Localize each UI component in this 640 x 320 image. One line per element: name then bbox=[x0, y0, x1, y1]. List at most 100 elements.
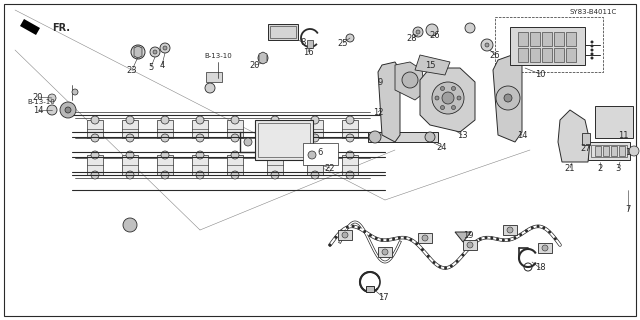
Circle shape bbox=[542, 245, 548, 251]
Bar bbox=[157, 155, 173, 175]
Circle shape bbox=[126, 116, 134, 124]
Bar bbox=[518, 48, 528, 62]
Bar bbox=[307, 120, 323, 138]
Circle shape bbox=[481, 39, 493, 51]
Polygon shape bbox=[395, 62, 425, 100]
Circle shape bbox=[47, 105, 57, 115]
Circle shape bbox=[342, 232, 348, 238]
Circle shape bbox=[422, 235, 428, 241]
Circle shape bbox=[357, 227, 360, 230]
Text: 14: 14 bbox=[33, 106, 44, 115]
Circle shape bbox=[416, 30, 420, 34]
Circle shape bbox=[161, 171, 169, 179]
Bar bbox=[303, 143, 338, 165]
Bar bbox=[510, 27, 585, 65]
Circle shape bbox=[467, 242, 473, 248]
Bar bbox=[255, 120, 313, 160]
Bar bbox=[554, 32, 564, 46]
Bar bbox=[270, 26, 296, 38]
Circle shape bbox=[65, 107, 71, 113]
Circle shape bbox=[461, 253, 465, 257]
Circle shape bbox=[432, 82, 464, 114]
Circle shape bbox=[150, 47, 160, 57]
Bar bbox=[307, 155, 323, 175]
Text: 9: 9 bbox=[378, 77, 383, 86]
Circle shape bbox=[542, 226, 545, 229]
Text: 7: 7 bbox=[625, 205, 630, 214]
Circle shape bbox=[479, 237, 482, 241]
Circle shape bbox=[444, 267, 447, 269]
Circle shape bbox=[381, 238, 383, 242]
Circle shape bbox=[467, 247, 470, 250]
Circle shape bbox=[513, 236, 516, 239]
Text: 20: 20 bbox=[33, 92, 44, 101]
Bar bbox=[611, 146, 617, 156]
Circle shape bbox=[123, 218, 137, 232]
Circle shape bbox=[369, 234, 372, 237]
Polygon shape bbox=[134, 46, 142, 58]
Circle shape bbox=[591, 49, 593, 52]
Text: 12: 12 bbox=[372, 108, 383, 116]
Circle shape bbox=[48, 94, 56, 102]
Text: 27: 27 bbox=[580, 143, 591, 153]
Circle shape bbox=[346, 171, 354, 179]
Text: 1: 1 bbox=[625, 148, 630, 156]
Circle shape bbox=[375, 237, 378, 240]
Bar bbox=[122, 155, 138, 175]
Bar bbox=[619, 146, 625, 156]
Circle shape bbox=[126, 134, 134, 142]
Bar bbox=[603, 146, 609, 156]
Polygon shape bbox=[415, 55, 450, 75]
Text: 13: 13 bbox=[457, 131, 467, 140]
Circle shape bbox=[205, 83, 215, 93]
Circle shape bbox=[231, 134, 239, 142]
Text: 15: 15 bbox=[425, 60, 435, 69]
Circle shape bbox=[231, 116, 239, 124]
Circle shape bbox=[507, 227, 513, 233]
Text: 14: 14 bbox=[516, 131, 527, 140]
Bar bbox=[87, 155, 103, 175]
Circle shape bbox=[591, 44, 593, 47]
Circle shape bbox=[308, 151, 316, 159]
Circle shape bbox=[60, 102, 76, 118]
Circle shape bbox=[91, 151, 99, 159]
Polygon shape bbox=[420, 68, 475, 132]
Bar bbox=[338, 230, 352, 240]
Bar bbox=[418, 233, 432, 243]
Bar bbox=[368, 132, 438, 142]
Circle shape bbox=[433, 261, 436, 264]
Text: FR.: FR. bbox=[52, 23, 70, 33]
Bar bbox=[538, 243, 552, 253]
Text: B-13-10: B-13-10 bbox=[28, 99, 55, 105]
Bar bbox=[267, 120, 283, 138]
Circle shape bbox=[328, 244, 332, 246]
Circle shape bbox=[351, 225, 355, 228]
Circle shape bbox=[244, 138, 252, 146]
Circle shape bbox=[161, 151, 169, 159]
Circle shape bbox=[311, 151, 319, 159]
Text: 10: 10 bbox=[535, 69, 545, 78]
Circle shape bbox=[161, 134, 169, 142]
Circle shape bbox=[91, 134, 99, 142]
Circle shape bbox=[531, 226, 534, 229]
Text: SY83-B4011C: SY83-B4011C bbox=[570, 9, 617, 15]
Circle shape bbox=[398, 236, 401, 239]
Circle shape bbox=[126, 151, 134, 159]
Circle shape bbox=[484, 236, 488, 239]
Circle shape bbox=[451, 86, 456, 91]
Bar bbox=[192, 120, 208, 138]
Bar bbox=[542, 32, 552, 46]
Circle shape bbox=[496, 86, 520, 110]
Circle shape bbox=[421, 248, 424, 251]
Polygon shape bbox=[78, 220, 260, 236]
Bar bbox=[342, 155, 358, 175]
Circle shape bbox=[473, 241, 476, 244]
Text: 25: 25 bbox=[338, 38, 348, 47]
Circle shape bbox=[91, 116, 99, 124]
Bar bbox=[366, 286, 374, 292]
Bar bbox=[122, 120, 138, 138]
Circle shape bbox=[502, 239, 505, 242]
Text: 18: 18 bbox=[534, 263, 545, 273]
Bar bbox=[267, 155, 283, 175]
Circle shape bbox=[525, 229, 528, 232]
